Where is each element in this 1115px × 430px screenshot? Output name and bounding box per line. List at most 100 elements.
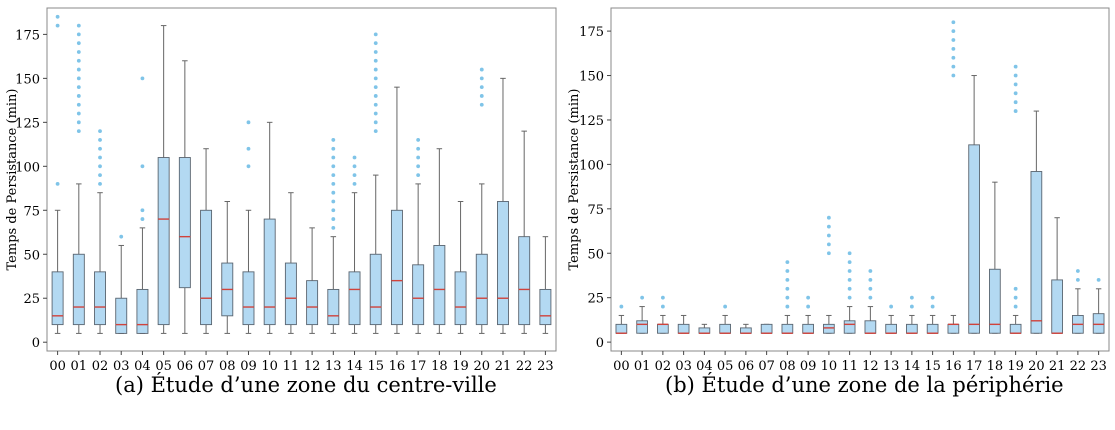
outlier-point (352, 155, 357, 160)
plot-frame (46, 7, 557, 352)
outlier-point (930, 304, 935, 309)
outlier-point (479, 94, 484, 98)
outlier-point (1013, 304, 1018, 309)
outlier-point (1013, 91, 1018, 96)
outlier-point (76, 50, 81, 54)
iqr-box (539, 288, 552, 326)
chart-panel-b: 0 25 50 75 100 125 150 175 00 01 02 03 04 05 06 07 08 09 1… (567, 7, 1110, 370)
outlier-point (1075, 269, 1080, 273)
outlier-point (76, 76, 81, 81)
box-hour-13 (885, 304, 897, 334)
x-tick-label: 16 (945, 359, 962, 370)
outlier-point (785, 286, 790, 291)
outlier-point (909, 304, 914, 309)
iqr-box (781, 323, 794, 334)
outlier-point (847, 295, 852, 300)
outlier-point (98, 129, 102, 134)
iqr-box (475, 253, 488, 326)
outlier-point (98, 146, 102, 151)
outlier-point (98, 155, 102, 160)
box-hour-15 (369, 32, 382, 334)
outlier-point (331, 181, 336, 186)
iqr-box (136, 288, 149, 334)
outlier-point (140, 76, 145, 81)
x-tick-label: 01 (71, 359, 88, 370)
outlier-point (785, 278, 790, 282)
outlier-point (847, 269, 852, 273)
outlier-point (373, 120, 378, 125)
outlier-point (76, 41, 81, 46)
outlier-point (76, 67, 81, 72)
chart-panel-a: 0 25 50 75 100 125 150 175 00 01 02 03 04 05 06 07 08 09 1… (5, 7, 557, 370)
outlier-point (868, 295, 873, 300)
outlier-point (785, 304, 790, 309)
outlier-point (1013, 295, 1018, 300)
x-tick-label: 05 (717, 359, 734, 370)
box-hour-19 (454, 200, 467, 334)
outlier-point (352, 181, 357, 186)
outlier-point (373, 85, 378, 90)
box-hour-23 (539, 236, 552, 334)
x-tick-label: 04 (696, 359, 713, 370)
y-tick-label: 75 (587, 203, 604, 218)
box-hour-05 (719, 304, 731, 334)
iqr-box (327, 288, 340, 326)
x-tick-label: 06 (177, 359, 194, 370)
iqr-box (412, 264, 425, 326)
x-tick-label: 21 (495, 359, 512, 370)
x-tick-label: 13 (325, 359, 342, 370)
iqr-box (657, 323, 669, 334)
outlier-point (331, 138, 336, 142)
iqr-box (1092, 313, 1105, 334)
box-hour-20 (1030, 110, 1043, 334)
iqr-box (242, 271, 255, 326)
x-tick-label: 00 (613, 359, 630, 370)
x-tick-label: 03 (113, 359, 130, 370)
outlier-point (479, 102, 484, 107)
box-hour-15 (926, 295, 939, 334)
y-tick-label: 50 (587, 247, 604, 262)
outlier-point (1013, 100, 1018, 105)
iqr-box (968, 144, 980, 334)
outlier-point (55, 181, 60, 186)
outlier-point (373, 32, 378, 37)
y-tick-label: 0 (32, 336, 40, 351)
outlier-point (479, 85, 484, 90)
iqr-box (390, 209, 403, 326)
iqr-box (433, 245, 446, 326)
box-hour-16 (947, 20, 960, 334)
y-tick-label: 175 (579, 25, 604, 40)
iqr-box (157, 157, 170, 326)
iqr-box (51, 271, 64, 326)
outlier-point (373, 76, 378, 81)
iqr-box (284, 262, 297, 326)
iqr-box (677, 323, 690, 334)
box-hour-06 (178, 60, 191, 334)
outlier-point (660, 295, 665, 300)
x-tick-label: 09 (240, 359, 257, 370)
x-tick-label: 12 (304, 359, 321, 370)
outlier-point (951, 29, 956, 34)
box-hour-19 (1009, 64, 1022, 334)
outlier-point (479, 67, 484, 72)
outlier-point (246, 146, 251, 151)
outlier-point (479, 76, 484, 81)
box-hour-21 (1051, 217, 1063, 334)
outlier-point (723, 304, 728, 309)
outlier-point (76, 129, 81, 134)
outlier-point (352, 173, 357, 178)
iqr-box (306, 280, 319, 326)
box-hour-14 (348, 155, 361, 334)
box-hour-06 (740, 323, 752, 334)
outlier-point (331, 173, 336, 178)
iqr-box (885, 323, 897, 334)
box-hour-08 (221, 200, 234, 334)
outlier-point (951, 73, 956, 78)
iqr-box (864, 320, 877, 334)
x-tick-label: 23 (1090, 359, 1107, 370)
x-tick-label: 07 (758, 359, 775, 370)
outlier-point (847, 260, 852, 265)
outlier-point (331, 208, 336, 213)
y-tick-label: 125 (579, 114, 604, 129)
